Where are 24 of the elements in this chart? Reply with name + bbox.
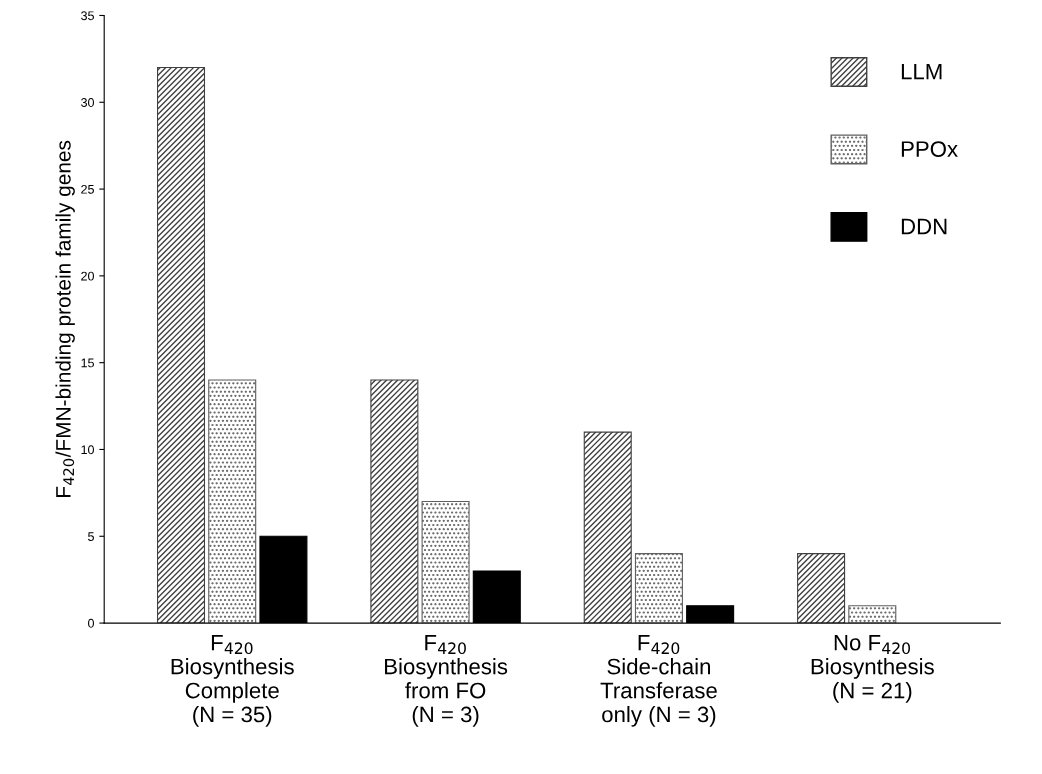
legend-label: DDN [901, 218, 947, 235]
y-tick-label: 30 [81, 98, 94, 107]
bar [156, 67, 206, 624]
y-tick-label: 35 [81, 11, 94, 21]
bar [208, 379, 257, 624]
legend-label: PPOx [901, 141, 958, 157]
bar [797, 553, 846, 624]
bar [848, 605, 897, 624]
y-tick-label: 5 [88, 532, 94, 541]
bar [634, 553, 683, 624]
y-tick-label: 20 [81, 271, 94, 281]
y-tick-label: 25 [81, 184, 94, 194]
legend-label: LLM [901, 63, 942, 80]
bar [583, 431, 632, 624]
y-tick-label: 10 [81, 445, 94, 455]
bar [370, 379, 419, 624]
y-axis-title: F$_{420}$/FMN-binding protein family genes [55, 140, 75, 497]
y-tick-label: 0 [88, 618, 94, 628]
x-tick-label: F$_{420}$ Biosynthesis from FO (N = 3) [385, 634, 508, 727]
x-tick-label: No F$_{420}$ Biosynthesis (N = 21) [811, 634, 934, 703]
y-tick-label: 15 [81, 358, 94, 368]
x-tick-label: F$_{420}$ Side-chain Transferase only (N = 3) [600, 634, 717, 727]
bar [421, 500, 470, 624]
x-tick-label: F$_{420}$ Biosynthesis Complete (N = 35) [171, 634, 294, 727]
